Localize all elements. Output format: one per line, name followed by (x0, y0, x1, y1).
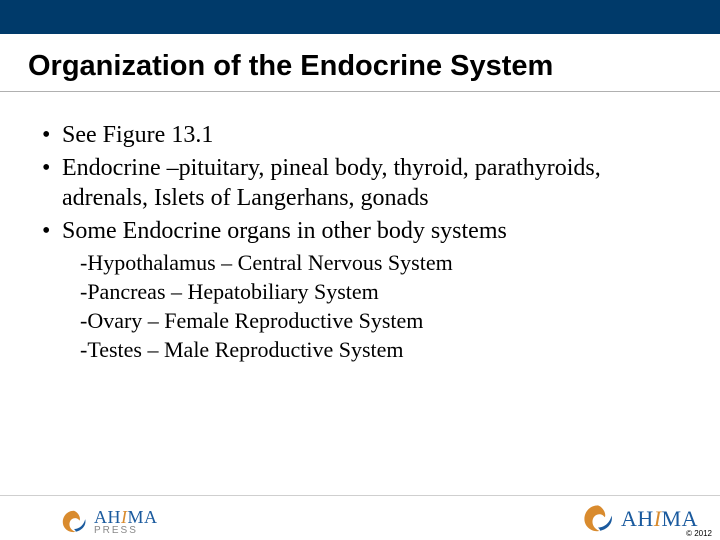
bullet-item: Endocrine –pituitary, pineal body, thyro… (40, 153, 680, 214)
sub-bullet-item: -Pancreas – Hepatobiliary System (80, 278, 680, 306)
top-band (0, 0, 720, 34)
sub-bullet-text: -Hypothalamus – Central Nervous System (80, 250, 453, 275)
bullet-text: Endocrine –pituitary, pineal body, thyro… (62, 155, 601, 212)
brand-text-left: AHIMA (94, 508, 158, 526)
press-text: PRESS (94, 526, 158, 536)
content-area: See Figure 13.1 Endocrine –pituitary, pi… (0, 92, 720, 365)
sub-bullet-list: -Hypothalamus – Central Nervous System -… (40, 249, 680, 365)
footer: AHIMA PRESS AHIMA © 2012 (0, 495, 720, 540)
bullet-text: See Figure 13.1 (62, 122, 213, 148)
title-wrap: Organization of the Endocrine System (0, 34, 720, 91)
sub-bullet-text: -Ovary – Female Reproductive System (80, 308, 423, 333)
sub-bullet-text: -Pancreas – Hepatobiliary System (80, 279, 379, 304)
sub-bullet-text: -Testes – Male Reproductive System (80, 337, 404, 362)
footer-rule (0, 495, 720, 496)
brand-stack: AHIMA PRESS (94, 508, 158, 536)
ahima-press-logo: AHIMA PRESS (60, 508, 158, 536)
swirl-icon (60, 508, 88, 536)
slide: Organization of the Endocrine System See… (0, 0, 720, 540)
sub-bullet-item: -Testes – Male Reproductive System (80, 336, 680, 364)
swirl-icon (581, 502, 615, 536)
page-title: Organization of the Endocrine System (28, 50, 692, 83)
bullet-item: Some Endocrine organs in other body syst… (40, 216, 680, 247)
bullet-text: Some Endocrine organs in other body syst… (62, 218, 507, 244)
ahima-logo: AHIMA (581, 502, 698, 536)
bullet-list: See Figure 13.1 Endocrine –pituitary, pi… (40, 120, 680, 247)
footer-inner: AHIMA PRESS AHIMA (0, 502, 720, 540)
sub-bullet-item: -Hypothalamus – Central Nervous System (80, 249, 680, 277)
sub-bullet-item: -Ovary – Female Reproductive System (80, 307, 680, 335)
bullet-item: See Figure 13.1 (40, 120, 680, 151)
copyright: © 2012 (686, 529, 712, 538)
